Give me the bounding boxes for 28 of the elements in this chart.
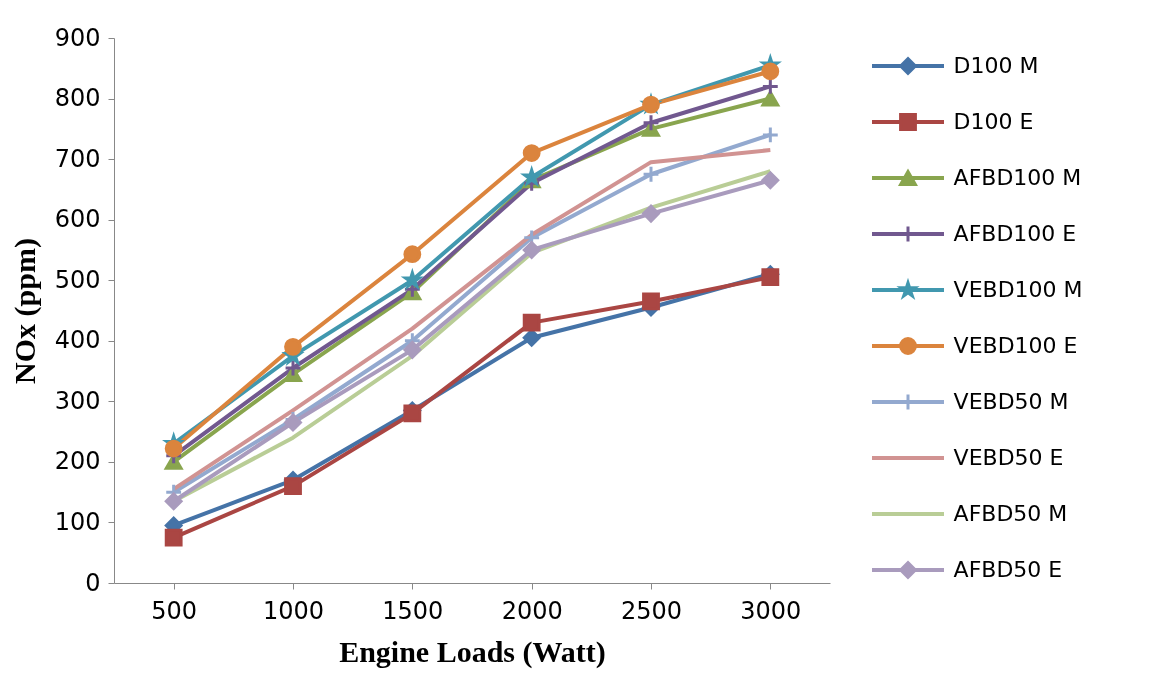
x-tick-label: 1000 bbox=[262, 596, 325, 625]
y-tick-label: 600 bbox=[54, 205, 101, 234]
x-axis-title: Engine Loads (Watt) bbox=[339, 634, 606, 669]
x-tick-label: 2500 bbox=[620, 596, 683, 625]
legend-label: D100 E bbox=[953, 109, 1034, 134]
x-tick-label: 1500 bbox=[382, 596, 444, 625]
y-tick-label: 200 bbox=[54, 447, 101, 476]
legend-label: VEBD50 M bbox=[953, 389, 1069, 414]
y-tick-label: 0 bbox=[85, 568, 101, 597]
y-tick-label: 700 bbox=[54, 144, 101, 173]
legend-label: AFBD50 E bbox=[953, 557, 1063, 582]
y-tick-label: 300 bbox=[54, 386, 101, 415]
x-tick-label: 2000 bbox=[501, 596, 563, 625]
legend-label: AFBD100 M bbox=[953, 165, 1082, 190]
y-tick-label: 100 bbox=[54, 507, 101, 536]
legend-label: D100 M bbox=[953, 53, 1039, 78]
y-tick-label: 900 bbox=[54, 23, 101, 52]
legend-label: VEBD100 E bbox=[953, 333, 1078, 358]
y-tick-label: 400 bbox=[54, 326, 101, 355]
y-axis-title: NOx (ppm) bbox=[7, 238, 42, 384]
legend-label: VEBD50 E bbox=[953, 445, 1064, 470]
legend-label: AFBD50 M bbox=[953, 501, 1068, 526]
x-tick-label: 500 bbox=[151, 596, 198, 625]
legend-label: AFBD100 E bbox=[953, 221, 1077, 246]
legend-label: VEBD100 M bbox=[953, 277, 1083, 302]
x-tick-label: 3000 bbox=[740, 596, 802, 625]
y-tick-label: 500 bbox=[54, 265, 101, 294]
y-tick-label: 800 bbox=[54, 84, 101, 113]
